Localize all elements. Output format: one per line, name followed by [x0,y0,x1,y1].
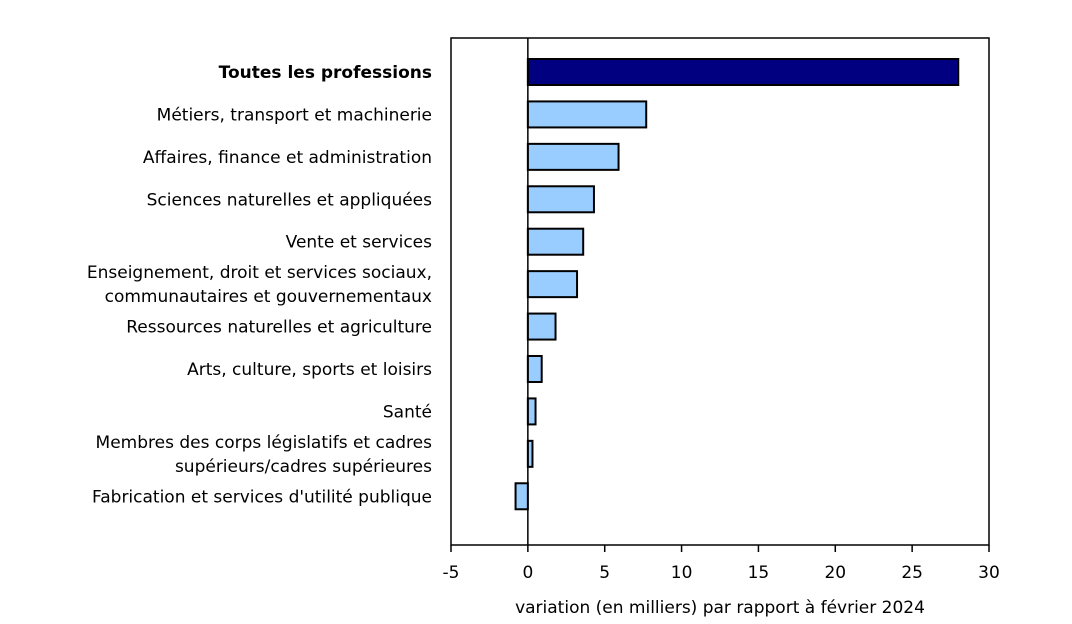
category-label: Arts, culture, sports et loisirs [187,360,432,380]
bar [526,397,537,426]
category-label: Toutes les professions [219,63,432,83]
category-label: Ressources naturelles et agriculture [126,318,432,338]
x-tick-label: 30 [978,563,1000,583]
bar [526,270,579,299]
bar [526,312,557,341]
bar [526,227,585,256]
category-label: Affaires, finance et administration [143,148,432,168]
bar [514,482,529,511]
x-tick-label: 20 [824,563,846,583]
bar [526,142,620,171]
x-axis-label: variation (en milliers) par rapport à fé… [515,598,925,618]
category-label: Sciences naturelles et appliquées [147,190,432,210]
plot-frame [450,37,990,546]
category-label: Membres des corps législatifs et cadres [96,433,433,453]
category-label: supérieurs/cadres supérieures [175,457,432,477]
category-label: Vente et services [286,233,432,253]
category-label: communautaires et gouvernementaux [105,287,432,307]
bar [526,185,595,214]
category-label: Enseignement, droit et services sociaux, [87,263,432,283]
x-tick-label: 5 [599,563,610,583]
category-label: Santé [383,402,432,422]
bar [526,58,960,86]
x-tick-label: 15 [748,563,770,583]
x-tick-label: 25 [901,563,923,583]
category-label: Métiers, transport et machinerie [157,105,432,125]
category-label: Fabrication et services d'utilité publiq… [92,487,432,507]
bar [526,100,648,129]
x-tick-label: 10 [671,563,693,583]
bar [526,354,543,383]
x-tick-label: 0 [522,563,533,583]
x-tick-label: -5 [443,563,460,583]
